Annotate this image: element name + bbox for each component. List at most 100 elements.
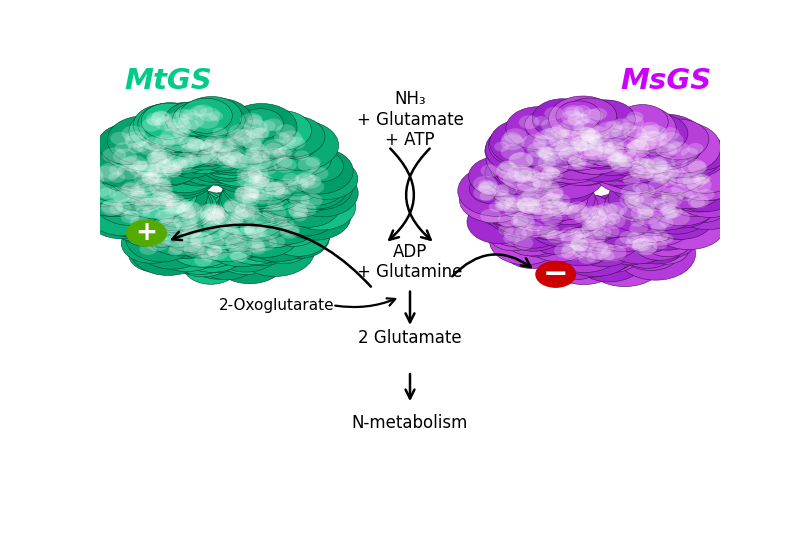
Circle shape <box>570 136 593 151</box>
Circle shape <box>478 182 497 194</box>
Circle shape <box>138 147 182 176</box>
Circle shape <box>270 216 287 227</box>
Circle shape <box>150 158 171 171</box>
Circle shape <box>608 152 623 162</box>
Circle shape <box>196 239 258 280</box>
Circle shape <box>170 234 235 277</box>
Circle shape <box>504 219 559 256</box>
Circle shape <box>200 130 265 173</box>
Circle shape <box>645 156 667 172</box>
Circle shape <box>533 177 551 189</box>
Circle shape <box>507 178 578 226</box>
Circle shape <box>568 157 582 166</box>
Circle shape <box>130 185 145 194</box>
Circle shape <box>529 111 590 151</box>
Circle shape <box>110 121 185 171</box>
Circle shape <box>148 154 168 166</box>
Circle shape <box>523 138 586 180</box>
Circle shape <box>280 164 348 209</box>
Circle shape <box>117 198 140 215</box>
Circle shape <box>559 119 585 136</box>
Circle shape <box>132 160 148 171</box>
Circle shape <box>662 204 682 218</box>
Circle shape <box>581 130 600 143</box>
Circle shape <box>264 126 314 158</box>
Circle shape <box>150 149 172 164</box>
Circle shape <box>122 224 181 263</box>
Circle shape <box>565 135 611 166</box>
Circle shape <box>527 202 594 247</box>
Circle shape <box>189 211 211 225</box>
Circle shape <box>630 217 645 227</box>
Circle shape <box>630 149 702 196</box>
Circle shape <box>280 226 299 239</box>
Circle shape <box>168 146 216 178</box>
Circle shape <box>638 146 710 193</box>
Circle shape <box>213 194 263 228</box>
Circle shape <box>556 127 627 174</box>
Circle shape <box>494 193 515 207</box>
Circle shape <box>225 201 246 215</box>
Circle shape <box>662 209 678 218</box>
Circle shape <box>543 157 568 174</box>
Circle shape <box>473 176 498 192</box>
Circle shape <box>247 166 268 180</box>
Circle shape <box>485 153 547 194</box>
Circle shape <box>272 166 325 201</box>
Circle shape <box>586 135 642 172</box>
Circle shape <box>177 235 233 272</box>
Circle shape <box>577 233 637 272</box>
Circle shape <box>151 111 172 125</box>
Circle shape <box>636 125 660 141</box>
Circle shape <box>513 215 535 230</box>
Circle shape <box>561 203 579 215</box>
Circle shape <box>589 205 608 218</box>
Circle shape <box>221 221 238 233</box>
Circle shape <box>179 112 204 129</box>
Circle shape <box>166 220 238 268</box>
Circle shape <box>574 131 649 181</box>
Circle shape <box>221 120 286 164</box>
Circle shape <box>226 129 252 146</box>
Circle shape <box>116 182 185 227</box>
Circle shape <box>214 114 289 164</box>
Circle shape <box>628 195 643 205</box>
Circle shape <box>136 167 182 197</box>
Circle shape <box>164 203 182 215</box>
Circle shape <box>573 135 596 151</box>
Circle shape <box>180 98 232 133</box>
Circle shape <box>604 142 624 155</box>
Circle shape <box>641 122 660 134</box>
Circle shape <box>527 189 606 241</box>
Circle shape <box>136 207 150 217</box>
Circle shape <box>560 221 609 254</box>
Circle shape <box>467 174 524 212</box>
Circle shape <box>148 164 166 177</box>
Circle shape <box>530 159 587 197</box>
Circle shape <box>653 165 674 179</box>
Circle shape <box>506 124 584 176</box>
Circle shape <box>570 135 635 177</box>
Circle shape <box>560 134 574 143</box>
Circle shape <box>274 169 340 212</box>
Circle shape <box>650 169 700 202</box>
Circle shape <box>637 159 702 202</box>
Circle shape <box>622 115 644 129</box>
Circle shape <box>274 179 297 195</box>
Circle shape <box>534 223 593 262</box>
Circle shape <box>683 173 706 188</box>
Circle shape <box>274 132 290 143</box>
Circle shape <box>510 197 557 228</box>
Circle shape <box>630 147 702 195</box>
Circle shape <box>581 206 602 219</box>
Circle shape <box>544 193 560 204</box>
Circle shape <box>162 211 230 255</box>
Circle shape <box>694 174 710 185</box>
Circle shape <box>514 167 536 182</box>
Circle shape <box>527 147 606 200</box>
Circle shape <box>622 175 673 209</box>
Circle shape <box>504 227 527 242</box>
Circle shape <box>493 142 570 194</box>
Circle shape <box>220 244 273 279</box>
Circle shape <box>247 128 325 181</box>
